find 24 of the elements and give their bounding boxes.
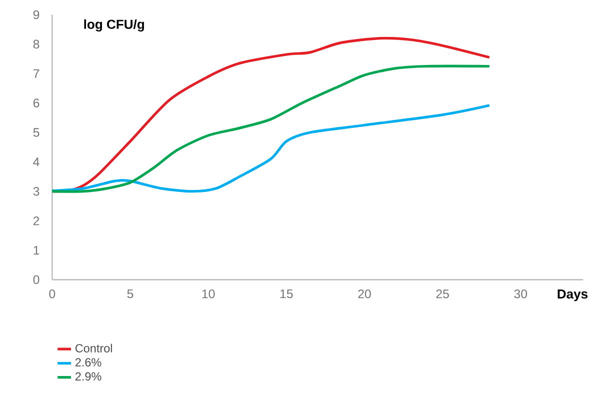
y-tick-label: 1: [34, 246, 40, 255]
line-series: [52, 104, 491, 193]
y-tick-label: 6: [33, 98, 40, 108]
x-tick-label: 5: [127, 290, 134, 298]
y-axis-title: log CFU/g: [84, 19, 144, 32]
x-tick-label: 15: [280, 290, 293, 298]
legend-label: Control: [75, 344, 112, 353]
y-tick-label: 0: [33, 275, 40, 284]
x-tick-label: 25: [436, 290, 449, 298]
x-tick-label: 0: [49, 290, 56, 298]
y-tick-label: 4: [33, 158, 40, 166]
x-tick-label: 20: [358, 290, 371, 298]
legend-label: 2.9%: [75, 372, 102, 381]
y-tick-label: 7: [33, 69, 40, 78]
y-tick-label: 3: [33, 187, 40, 196]
x-tick-label: 30: [514, 290, 528, 298]
x-axis-title: Days: [558, 290, 588, 302]
y-tick-label: 9: [33, 10, 40, 20]
y-tick-label: 5: [33, 128, 40, 137]
legend-label: 2.6%: [75, 358, 102, 367]
line-series: [52, 64, 491, 193]
y-tick-label: 2: [33, 216, 40, 226]
y-tick-label: 8: [33, 40, 40, 49]
x-tick-label: 10: [202, 290, 215, 298]
